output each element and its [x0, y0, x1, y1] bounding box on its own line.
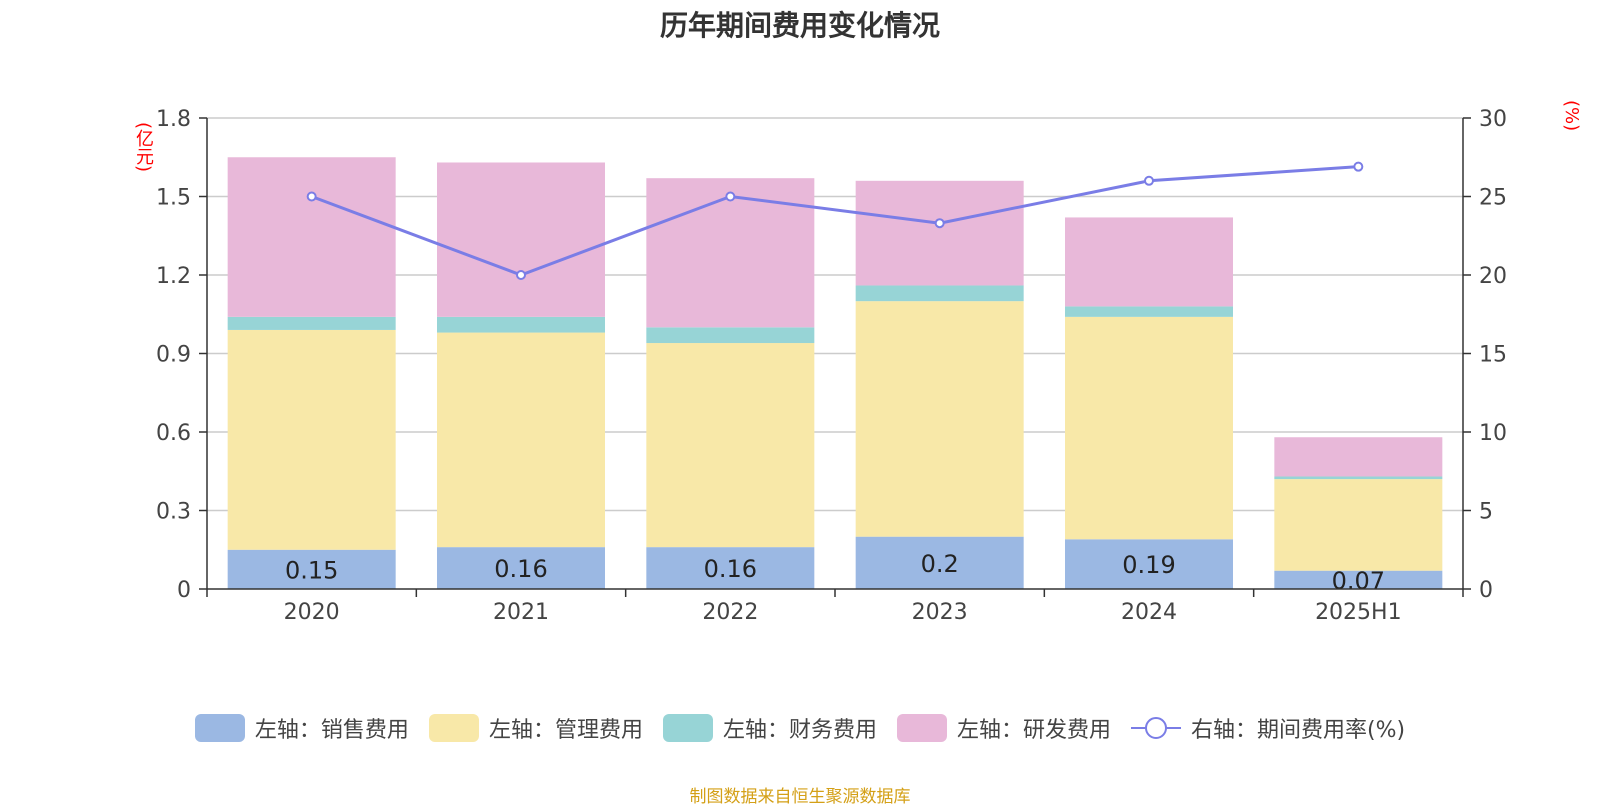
legend-swatch-sales: [194, 714, 245, 742]
legend-item-admin[interactable]: 左轴：管理费用: [428, 712, 643, 744]
bar-segment: [855, 301, 1024, 537]
x-tick-label: 2024: [1121, 600, 1177, 625]
bar-segment: [1274, 476, 1443, 480]
left-tick-label: 0.9: [156, 343, 191, 368]
left-axis-unit: (亿元): [133, 122, 154, 173]
x-tick-label: 2023: [912, 600, 968, 625]
bar-value-label: 0.19: [1122, 551, 1175, 579]
right-tick-label: 5: [1479, 500, 1493, 525]
legend-label-rd: 左轴：研发费用: [956, 718, 1111, 743]
bar-segment: [1065, 306, 1233, 317]
right-tick-label: 25: [1479, 186, 1507, 211]
bar-segment: [1065, 539, 1233, 589]
legend-swatch-admin: [428, 714, 479, 742]
expense-rate-point: [1144, 175, 1154, 186]
bar-segment: [227, 316, 396, 330]
bar-segment: [646, 547, 815, 589]
right-tick-label: 20: [1479, 264, 1507, 289]
bar-segment: [227, 157, 396, 317]
legend-label-expense-rate: 右轴：期间费用率(%): [1190, 718, 1406, 743]
bar-segment: [437, 332, 605, 548]
bar-segment: [1065, 217, 1233, 307]
x-tick-label: 2025H1: [1315, 600, 1402, 625]
bar-segment: [437, 547, 605, 589]
right-tick-label: 30: [1479, 107, 1507, 132]
legend-label-admin: 左轴：管理费用: [488, 718, 643, 743]
legend-swatch-expense-rate: [1130, 714, 1181, 742]
legend-label-sales: 左轴：销售费用: [254, 718, 409, 743]
bar-value-label: 0.15: [285, 556, 338, 584]
bar-segment: [646, 327, 815, 344]
x-tick-label: 2020: [284, 600, 340, 625]
right-tick-label: 0: [1479, 578, 1493, 603]
legend-swatch-rd: [896, 714, 947, 742]
bar-value-label: 0.16: [704, 555, 757, 583]
left-tick-label: 1.8: [156, 107, 191, 132]
expense-rate-point: [516, 270, 526, 280]
left-tick-label: 0.3: [156, 500, 191, 525]
line-series: [306, 161, 1364, 280]
expense-rate-point: [306, 191, 317, 202]
x-tick-label: 2022: [702, 600, 758, 625]
legend-swatch-finance: [662, 714, 713, 742]
bar-segment: [855, 285, 1024, 302]
bar-segment: [855, 536, 1024, 589]
axes: 0 0 0.3 5 0.6 10 0.9 15 1.2 20 1.5 25 1.8 30 2020 2021 2…: [156, 107, 1507, 625]
expense-rate-line: [311, 165, 1359, 277]
bar-segment: [437, 316, 605, 333]
left-tick-label: 1.5: [156, 186, 191, 211]
bar-segment: [646, 343, 815, 548]
bar-segment: [1274, 479, 1443, 571]
chart-canvas: 0.15 0.16 0.16 0.2 0.19 0.07 0 0 0.3 5 0.6 10 0.9 15…: [156, 107, 1507, 625]
bar-value-label: 0.2: [921, 550, 959, 578]
left-tick-label: 0: [177, 578, 191, 603]
source-note: 制图数据来自恒生聚源数据库: [689, 787, 911, 807]
x-tick-label: 2021: [493, 600, 549, 625]
expense-rate-point: [725, 191, 736, 202]
right-axis-unit: (%): [1561, 100, 1582, 132]
bar-segment: [227, 549, 396, 589]
legend-label-finance: 左轴：财务费用: [722, 718, 877, 743]
chart-title: 历年期间费用变化情况: [659, 9, 940, 42]
legend-item-sales[interactable]: 左轴：销售费用: [194, 712, 409, 744]
legend-item-rd[interactable]: 左轴：研发费用: [896, 712, 1111, 744]
bar-segment: [1065, 316, 1233, 540]
bar-value-label: 0.16: [494, 555, 547, 583]
right-tick-label: 10: [1479, 421, 1507, 446]
legend-item-finance[interactable]: 左轴：财务费用: [662, 712, 877, 744]
bar-segment: [1274, 437, 1443, 477]
expense-rate-point: [934, 218, 945, 229]
left-tick-label: 0.6: [156, 421, 191, 446]
bar-series: 0.15 0.16 0.16 0.2 0.19 0.07: [227, 157, 1443, 595]
bar-segment: [1274, 570, 1443, 589]
left-tick-label: 1.2: [156, 264, 191, 289]
bar-segment: [437, 162, 605, 317]
right-tick-label: 15: [1479, 343, 1507, 368]
grid-lines: [207, 117, 1463, 512]
legend-item-expense-rate[interactable]: 右轴：期间费用率(%): [1130, 712, 1406, 744]
legend: 左轴：销售费用 左轴：管理费用 左轴：财务费用 左轴：研发费用 右轴：期间费用率…: [0, 712, 1600, 744]
bar-segment: [855, 180, 1024, 286]
bar-segment: [227, 329, 396, 550]
expense-rate-point: [1353, 161, 1364, 172]
bar-value-label: 0.07: [1332, 567, 1385, 595]
